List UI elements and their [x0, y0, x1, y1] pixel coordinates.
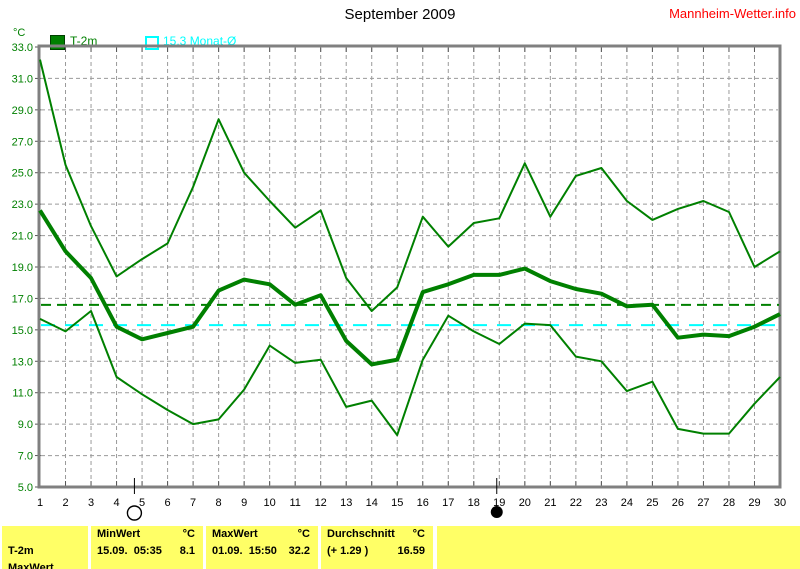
minwert-header: MinWert: [97, 528, 141, 540]
svg-text:5: 5: [139, 497, 145, 509]
svg-text:2: 2: [62, 497, 68, 509]
maxwert-header: MaxWert: [212, 528, 258, 540]
svg-text:14: 14: [366, 497, 378, 509]
temperature-chart: 1 2 3 4 5 6 7 8 9 10 11 12 13 14 15 16 17 18 19 20 21 22 23 24 2…: [12, 42, 786, 521]
svg-text:9.0: 9.0: [18, 419, 33, 431]
maxwert-value: 32.2: [288, 545, 310, 557]
svg-text:13: 13: [340, 497, 352, 509]
svg-text:15.0: 15.0: [12, 325, 33, 337]
svg-text:10: 10: [264, 497, 276, 509]
svg-text:17.0: 17.0: [12, 293, 33, 305]
svg-text:6: 6: [165, 497, 171, 509]
minwert-datetime: 15.09. 05:35: [97, 545, 162, 557]
maxwert-datetime: 01.09. 15:50: [212, 545, 277, 557]
svg-text:11: 11: [289, 497, 300, 509]
svg-text:20: 20: [519, 497, 531, 509]
svg-text:21: 21: [544, 497, 556, 509]
svg-text:29.0: 29.0: [12, 105, 33, 117]
minwert-value: 8.1: [179, 545, 195, 557]
svg-text:19.0: 19.0: [12, 262, 33, 274]
svg-text:25: 25: [646, 497, 658, 509]
durchschnitt-unit: °C: [412, 528, 425, 540]
svg-text:3: 3: [88, 497, 94, 509]
svg-text:16: 16: [417, 497, 429, 509]
svg-text:22: 22: [570, 497, 582, 509]
svg-text:31.0: 31.0: [12, 73, 33, 85]
maxwert-unit: °C: [297, 528, 310, 540]
svg-text:4: 4: [113, 497, 119, 509]
svg-text:18: 18: [468, 497, 480, 509]
svg-text:9: 9: [241, 497, 247, 509]
svg-text:5.0: 5.0: [18, 482, 33, 494]
svg-text:24: 24: [621, 497, 633, 509]
svg-text:27.0: 27.0: [12, 136, 33, 148]
y-axis-unit: °C: [13, 27, 26, 39]
svg-text:7.0: 7.0: [18, 451, 33, 463]
svg-text:25.0: 25.0: [12, 168, 33, 180]
page-title: September 2009: [344, 6, 456, 23]
minwert-unit: °C: [182, 528, 195, 540]
svg-text:30: 30: [774, 497, 786, 509]
durchschnitt-value: 16.59: [397, 545, 425, 557]
svg-text:19: 19: [493, 497, 505, 509]
svg-text:23.0: 23.0: [12, 199, 33, 211]
svg-text:33.0: 33.0: [12, 42, 33, 54]
table-durchschnitt-column: Durchschnitt °C (+ 1.29 ) 16.59: [321, 526, 433, 569]
svg-text:1: 1: [37, 497, 43, 509]
svg-text:7: 7: [190, 497, 196, 509]
svg-text:29: 29: [748, 497, 760, 509]
svg-text:23: 23: [595, 497, 607, 509]
svg-text:27: 27: [697, 497, 709, 509]
table-cut-row-label: MaxWert: [8, 562, 54, 569]
svg-text:17: 17: [442, 497, 454, 509]
durchschnitt-anomaly: (+ 1.29 ): [327, 545, 369, 557]
svg-text:8: 8: [216, 497, 222, 509]
table-row-label: T-2m: [8, 545, 34, 557]
svg-text:12: 12: [315, 497, 327, 509]
durchschnitt-header: Durchschnitt: [327, 528, 395, 540]
table-minwert-column: MinWert °C 15.09. 05:35 8.1: [91, 526, 203, 569]
site-link[interactable]: Mannheim-Wetter.info: [669, 6, 796, 21]
table-row-label-column: T-2m MaxWert: [2, 526, 88, 569]
svg-text:21.0: 21.0: [12, 231, 33, 243]
svg-text:15: 15: [391, 497, 403, 509]
svg-text:28: 28: [723, 497, 735, 509]
svg-text:13.0: 13.0: [12, 356, 33, 368]
table-maxwert-column: MaxWert °C 01.09. 15:50 32.2: [206, 526, 318, 569]
table-empty-column: [437, 526, 800, 569]
svg-text:11.0: 11.0: [12, 388, 33, 400]
svg-text:26: 26: [672, 497, 684, 509]
